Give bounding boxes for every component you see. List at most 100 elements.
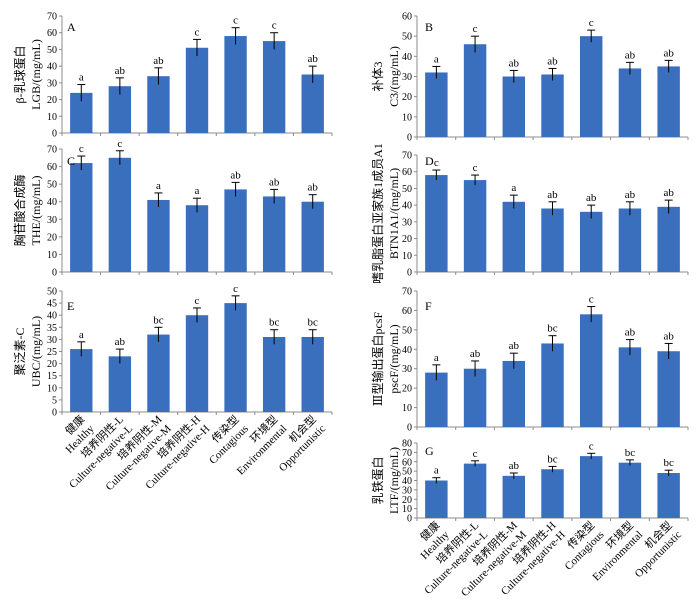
y-tick-label: 0 (52, 268, 57, 279)
significance-letter: a (79, 329, 84, 341)
y-tick-label: 60 (47, 162, 57, 173)
y-tick-label: 45 (47, 299, 57, 310)
significance-letter: ab (586, 192, 597, 204)
y-tick-label: 30 (402, 364, 412, 375)
y-tick-label: 20 (47, 359, 57, 370)
bar (70, 349, 93, 412)
significance-letter: a (156, 180, 161, 192)
significance-letter: bc (269, 317, 280, 329)
y-tick-label: 30 (402, 485, 412, 496)
y-tick-label: 40 (47, 197, 57, 208)
significance-letter: ab (663, 330, 674, 342)
y-tick-label: 50 (402, 184, 412, 195)
chart-panel-D: 0 10 20 30 40 50 60 70 c c a ab ab ab ab D 嗜乳脂蛋白亚家族1成员A1… (370, 143, 689, 284)
significance-letter: bc (547, 453, 558, 465)
y-tick-label: 50 (402, 467, 412, 478)
significance-letter: ab (308, 182, 319, 194)
bar (301, 336, 324, 412)
bar (502, 76, 526, 137)
y-tick-label: 10 (47, 112, 57, 123)
significance-letter: c (195, 295, 200, 307)
panel-label: B (425, 20, 433, 34)
significance-letter: ab (625, 327, 636, 339)
y-axis-label-line: 嗜乳脂蛋白亚家族1成员A1 (370, 143, 385, 284)
chart-panel-C: 0 10 20 30 40 50 60 70 c c a a ab ab ab C 胸苷酸合成酶 THE/(mg/… (12, 138, 333, 279)
significance-letter: ab (269, 176, 280, 188)
bar (425, 372, 448, 427)
significance-letter: ab (663, 187, 674, 199)
significance-letter: bc (625, 447, 636, 459)
y-axis-label: 乳铁蛋白 LTF/(mg/mL) (370, 447, 401, 514)
significance-letter: ab (509, 57, 520, 69)
y-axis-label: β-乳球蛋白 LGB/(mg/mL) (12, 39, 43, 110)
bar (224, 303, 247, 412)
y-axis-label-line: 补体3 (371, 61, 385, 91)
y-axis-label-line: THE/(mg/mL) (29, 176, 43, 246)
chart-panel-B: 0 10 20 30 40 50 60 a c ab ab c ab ab B 补体3 C3/(mg/mL) (371, 12, 689, 144)
y-axis-label-line: 聚泛素-C (13, 327, 27, 375)
y-axis-label: 补体3 C3/(mg/mL) (371, 46, 401, 107)
bar (541, 343, 564, 427)
y-tick-label: 40 (402, 345, 412, 356)
bar (541, 208, 564, 272)
y-tick-label: 20 (47, 95, 57, 106)
significance-letter: c (589, 17, 594, 29)
significance-letter: bc (308, 317, 319, 329)
significance-letter: ab (308, 53, 319, 65)
y-axis-label-line: Ⅲ型输出蛋白pcsF (370, 312, 385, 407)
bar (185, 315, 209, 412)
bar (541, 74, 564, 137)
bar (502, 201, 526, 272)
category-label: 传染型Contagious (552, 518, 607, 573)
y-tick-label: 40 (402, 201, 412, 212)
significance-letter: bc (547, 323, 558, 335)
significance-letter: c (233, 15, 238, 27)
significance-letter: c (473, 23, 478, 35)
bar (657, 66, 680, 137)
panel-label: E (67, 299, 74, 313)
y-tick-label: 30 (402, 217, 412, 228)
significance-letter: bc (663, 457, 674, 469)
bar (108, 356, 132, 412)
y-tick-label: 0 (52, 129, 57, 140)
bar (463, 180, 487, 272)
y-tick-label: 80 (402, 439, 412, 450)
significance-letter: a (434, 53, 439, 65)
y-axis-label-line: BTN1A1/(mg/mL) (387, 168, 401, 259)
y-axis-label-line: 乳铁蛋白 (370, 456, 385, 504)
y-axis-label-line: C3/(mg/mL) (387, 46, 401, 107)
y-tick-label: 10 (402, 251, 412, 262)
y-tick-label: 10 (402, 112, 412, 123)
y-tick-label: 50 (47, 180, 57, 191)
significance-letter: ab (509, 340, 520, 352)
significance-letter: ab (663, 47, 674, 59)
bar (425, 175, 448, 272)
y-tick-label: 60 (402, 457, 412, 468)
bar (618, 68, 642, 137)
panel-label: F (425, 299, 432, 313)
y-tick-label: 60 (402, 167, 412, 178)
y-tick-label: 20 (402, 234, 412, 245)
y-tick-label: 15 (47, 371, 57, 382)
y-tick-label: 60 (47, 28, 57, 39)
significance-letter: c (272, 20, 277, 32)
bar (262, 196, 286, 272)
bar (224, 189, 247, 272)
bar (657, 351, 680, 427)
panel-label: G (425, 444, 434, 458)
bar (579, 211, 603, 272)
y-tick-label: 20 (402, 384, 412, 395)
chart-panel-F: 0 10 20 30 40 50 60 70 a ab ab bc c ab ab F Ⅲ型输出蛋白pcsF ps… (370, 287, 689, 434)
y-tick-label: 60 (402, 12, 412, 23)
y-axis-label-line: LGB/(mg/mL) (29, 39, 43, 110)
significance-letter: c (589, 294, 594, 306)
bar (301, 74, 324, 133)
y-tick-label: 0 (407, 423, 412, 434)
significance-letter: ab (153, 55, 164, 67)
y-tick-label: 10 (402, 403, 412, 414)
y-tick-label: 35 (47, 323, 57, 334)
y-tick-label: 40 (47, 62, 57, 73)
significance-letter: a (195, 185, 200, 197)
